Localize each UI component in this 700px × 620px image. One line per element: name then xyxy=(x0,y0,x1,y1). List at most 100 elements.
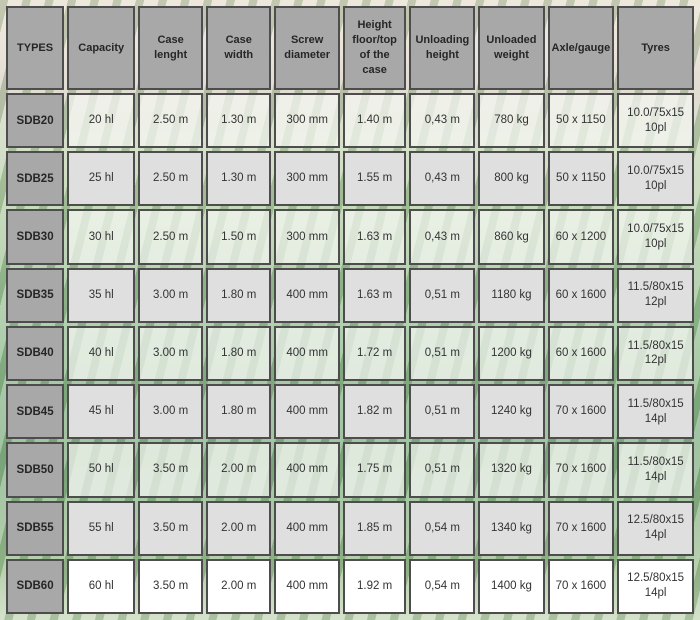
table-cell: 300 mm xyxy=(274,151,340,207)
table-cell: 0,43 m xyxy=(409,151,476,207)
column-header: Case width xyxy=(206,6,272,90)
table-cell: 0,51 m xyxy=(409,442,476,498)
table-row: SDB50 50 hl 3.50 m 2.00 m 400 mm 1.75 m 0,51 m… xyxy=(6,442,694,498)
table-cell: 3.00 m xyxy=(138,267,203,323)
table-cell: 0,43 m xyxy=(409,93,476,149)
table-cell: 1.92 m xyxy=(342,558,407,614)
table-cell: 3.50 m xyxy=(138,558,203,614)
table-cell: 1.55 m xyxy=(342,151,407,207)
table-cell: 0,51 m xyxy=(409,267,476,323)
table-row: SDB55 55 hl 3.50 m 2.00 m 400 mm 1.85 m 0,54 m… xyxy=(6,500,694,556)
table-cell: 40 hl xyxy=(67,325,136,382)
table-cell: 25 hl xyxy=(67,151,136,207)
table-row: SDB25 25 hl 2.50 m 1.30 m 300 mm 1.55 m 0,43 m… xyxy=(6,151,694,207)
row-type-label: SDB30 xyxy=(6,209,65,265)
table-cell: 0,51 m xyxy=(409,384,476,440)
column-header: Capacity xyxy=(67,6,136,90)
table-cell: 50 hl xyxy=(67,442,136,498)
table-cell: 1.75 m xyxy=(342,442,407,498)
table-cell: 30 hl xyxy=(67,209,136,265)
table-cell: 12.5/80x15 14pl xyxy=(617,500,694,556)
table-cell: 400 mm xyxy=(274,558,340,614)
table-cell: 3.50 m xyxy=(138,442,203,498)
table-row: SDB35 35 hl 3.00 m 1.80 m 400 mm 1.63 m 0,51 m… xyxy=(6,267,694,323)
table-cell: 50 x 1150 xyxy=(547,93,615,149)
column-header: Unloaded weight xyxy=(478,6,545,90)
table-cell: 60 x 1600 xyxy=(547,267,615,323)
table-cell: 70 x 1600 xyxy=(547,558,615,614)
table-cell: 70 x 1600 xyxy=(547,442,615,498)
table-cell: 1240 kg xyxy=(478,384,545,440)
column-header: Unloading height xyxy=(409,6,476,90)
table-cell: 1.80 m xyxy=(206,325,272,382)
table-cell: 10.0/75x15 10pl xyxy=(617,151,694,207)
table-row: SDB30 30 hl 2.50 m 1.50 m 300 mm 1.63 m 0,43 m… xyxy=(6,209,694,265)
table-cell: 0,54 m xyxy=(409,500,476,556)
table-cell: 800 kg xyxy=(478,151,545,207)
row-type-label: SDB60 xyxy=(6,558,65,614)
table-cell: 60 hl xyxy=(67,558,136,614)
table-cell: 1.80 m xyxy=(206,267,272,323)
table-cell: 2.00 m xyxy=(206,500,272,556)
table-cell: 20 hl xyxy=(67,93,136,149)
column-header: Tyres xyxy=(617,6,694,90)
table-cell: 55 hl xyxy=(67,500,136,556)
table-cell: 3.00 m xyxy=(138,384,203,440)
table-cell: 780 kg xyxy=(478,93,545,149)
table-cell: 1.72 m xyxy=(342,325,407,382)
row-type-label: SDB45 xyxy=(6,384,65,440)
table-cell: 1.30 m xyxy=(206,93,272,149)
row-type-label: SDB35 xyxy=(6,267,65,323)
row-type-label: SDB20 xyxy=(6,93,65,149)
column-header: Height floor/top of the case xyxy=(342,6,407,90)
table-cell: 11.5/80x15 12pl xyxy=(617,267,694,323)
table-cell: 2.50 m xyxy=(138,151,203,207)
row-type-label: SDB40 xyxy=(6,325,65,382)
column-header: Axle/gauge xyxy=(547,6,615,90)
table-cell: 12.5/80x15 14pl xyxy=(617,558,694,614)
table-cell: 1340 kg xyxy=(478,500,545,556)
table-cell: 400 mm xyxy=(274,500,340,556)
table-cell: 2.50 m xyxy=(138,209,203,265)
row-type-label: SDB55 xyxy=(6,500,65,556)
table-cell: 1.63 m xyxy=(342,267,407,323)
table-cell: 1200 kg xyxy=(478,325,545,382)
table-cell: 0,54 m xyxy=(409,558,476,614)
table-cell: 2.50 m xyxy=(138,93,203,149)
table-cell: 3.00 m xyxy=(138,325,203,382)
table-row: SDB20 20 hl 2.50 m 1.30 m 300 mm 1.40 m 0,43 m… xyxy=(6,93,694,149)
specs-table: TYPES Capacity Case lenght Case width Screw … xyxy=(3,3,697,617)
table-cell: 1.63 m xyxy=(342,209,407,265)
table-cell: 35 hl xyxy=(67,267,136,323)
table-cell: 400 mm xyxy=(274,325,340,382)
table-row: SDB60 60 hl 3.50 m 2.00 m 400 mm 1.92 m 0,54 m… xyxy=(6,558,694,614)
table-row: SDB45 45 hl 3.00 m 1.80 m 400 mm 1.82 m 0,51 m… xyxy=(6,384,694,440)
table-cell: 860 kg xyxy=(478,209,545,265)
table-cell: 400 mm xyxy=(274,267,340,323)
header-row: TYPES Capacity Case lenght Case width Screw … xyxy=(6,6,694,90)
table-cell: 45 hl xyxy=(67,384,136,440)
column-header: Case lenght xyxy=(138,6,203,90)
table-cell: 1180 kg xyxy=(478,267,545,323)
table-cell: 60 x 1200 xyxy=(547,209,615,265)
table-cell: 1320 kg xyxy=(478,442,545,498)
table-cell: 400 mm xyxy=(274,384,340,440)
table-cell: 1.82 m xyxy=(342,384,407,440)
row-type-label: SDB50 xyxy=(6,442,65,498)
table-cell: 10.0/75x15 10pl xyxy=(617,93,694,149)
column-header: Screw diameter xyxy=(274,6,340,90)
table-cell: 11.5/80x15 14pl xyxy=(617,442,694,498)
table-cell: 300 mm xyxy=(274,209,340,265)
table-cell: 11.5/80x15 14pl xyxy=(617,384,694,440)
table-cell: 400 mm xyxy=(274,442,340,498)
table-cell: 70 x 1600 xyxy=(547,384,615,440)
table-cell: 10.0/75x15 10pl xyxy=(617,209,694,265)
table-cell: 50 x 1150 xyxy=(547,151,615,207)
table-cell: 2.00 m xyxy=(206,442,272,498)
table-cell: 1.80 m xyxy=(206,384,272,440)
table-cell: 0,51 m xyxy=(409,325,476,382)
row-type-label: SDB25 xyxy=(6,151,65,207)
table-cell: 60 x 1600 xyxy=(547,325,615,382)
table-cell: 2.00 m xyxy=(206,558,272,614)
